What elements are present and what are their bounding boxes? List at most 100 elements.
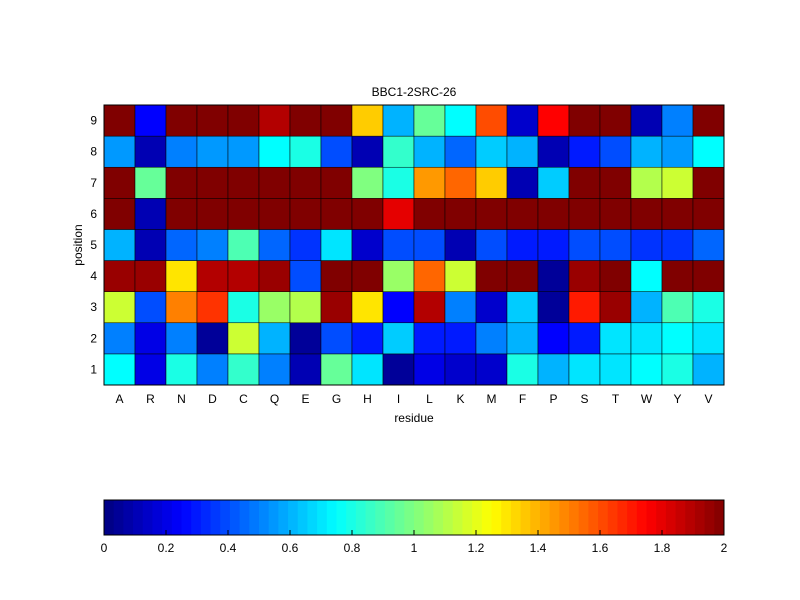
heatmap-cell-M-6 <box>475 198 508 230</box>
x-tick-label: E <box>301 392 309 406</box>
colorbar-swatch <box>113 500 124 535</box>
colorbar-swatch <box>249 500 260 535</box>
heatmap-cell-K-2 <box>444 322 477 355</box>
heatmap-cell-C-4 <box>227 260 260 292</box>
heatmap-cell-L-4 <box>413 260 446 292</box>
heatmap-cell-F-3 <box>506 291 539 324</box>
heatmap-cell-C-6 <box>227 198 260 230</box>
colorbar-swatch <box>268 500 279 535</box>
heatmap-cell-M-5 <box>475 229 508 261</box>
heatmap-cell-T-7 <box>599 166 632 199</box>
colorbar-tick-label: 0.4 <box>220 541 237 555</box>
y-axis-label: position <box>71 224 85 265</box>
heatmap-cell-T-2 <box>599 322 632 355</box>
heatmap-cell-E-3 <box>289 291 322 324</box>
heatmap-cell-H-3 <box>351 291 384 324</box>
heatmap-cell-G-3 <box>320 291 353 324</box>
heatmap-cell-S-3 <box>568 291 601 324</box>
heatmap-cell-L-5 <box>413 229 446 261</box>
colorbar-swatch <box>133 500 144 535</box>
heatmap-cell-S-4 <box>568 260 601 292</box>
heatmap-cell-D-1 <box>196 353 229 386</box>
heatmap-cell-P-6 <box>537 198 570 230</box>
heatmap-cell-D-8 <box>196 135 229 168</box>
heatmap-cell-Y-7 <box>661 166 694 199</box>
x-tick-label: A <box>115 392 123 406</box>
heatmap-cell-I-4 <box>382 260 415 292</box>
heatmap-cell-V-2 <box>692 322 725 355</box>
heatmap-cell-M-3 <box>475 291 508 324</box>
colorbar-swatch <box>259 500 270 535</box>
heatmap-cell-H-9 <box>351 104 384 137</box>
heatmap-cell-R-1 <box>134 353 167 386</box>
colorbar-swatch <box>181 500 192 535</box>
heatmap-cell-R-6 <box>134 198 167 230</box>
heatmap-cell-Y-8 <box>661 135 694 168</box>
heatmap-cell-N-3 <box>165 291 198 324</box>
heatmap-cell-A-3 <box>103 291 136 324</box>
colorbar-swatch <box>404 500 415 535</box>
heatmap-cell-S-1 <box>568 353 601 386</box>
heatmap-cell-H-2 <box>351 322 384 355</box>
heatmap-cell-L-1 <box>413 353 446 386</box>
heatmap-cell-M-4 <box>475 260 508 292</box>
heatmap-cell-F-5 <box>506 229 539 261</box>
heatmap-cell-A-5 <box>103 229 136 261</box>
heatmap-cell-A-2 <box>103 322 136 355</box>
colorbar-swatch <box>239 500 250 535</box>
colorbar-swatch <box>462 500 473 535</box>
colorbar-tick-label: 2 <box>721 541 728 555</box>
colorbar-swatch <box>423 500 434 535</box>
heatmap-cell-R-8 <box>134 135 167 168</box>
heatmap-cell-D-5 <box>196 229 229 261</box>
colorbar-swatch <box>142 500 153 535</box>
heatmap-cell-K-7 <box>444 166 477 199</box>
heatmap-cell-K-1 <box>444 353 477 386</box>
heatmap-cell-N-1 <box>165 353 198 386</box>
heatmap-cell-P-4 <box>537 260 570 292</box>
x-tick-label: Q <box>270 392 279 406</box>
heatmap-cell-C-8 <box>227 135 260 168</box>
heatmap-cell-Y-6 <box>661 198 694 230</box>
x-tick-label: F <box>519 392 526 406</box>
heatmap-cell-E-6 <box>289 198 322 230</box>
heatmap-cell-Q-1 <box>258 353 291 386</box>
heatmap-cell-A-7 <box>103 166 136 199</box>
colorbar-swatch <box>627 500 638 535</box>
colorbar-swatch <box>665 500 677 535</box>
colorbar-swatch <box>656 500 667 535</box>
colorbar-swatch <box>675 500 686 535</box>
x-tick-label: G <box>332 392 341 406</box>
x-tick-label: Y <box>673 392 681 406</box>
y-tick-labels: 1 2 3 4 5 6 7 8 9 <box>90 114 97 377</box>
colorbar-tick-label: 1 <box>411 541 418 555</box>
colorbar-swatch <box>152 500 163 535</box>
heatmap-cell-Q-3 <box>258 291 291 324</box>
x-tick-label: D <box>208 392 217 406</box>
x-tick-label: C <box>239 392 248 406</box>
heatmap-cell-E-9 <box>289 104 322 137</box>
heatmap-cell-V-5 <box>692 229 725 261</box>
colorbar-swatch <box>491 500 502 535</box>
colorbar-swatch <box>375 500 386 535</box>
heatmap-cell-N-4 <box>165 260 198 292</box>
colorbar-swatch <box>549 500 560 535</box>
heatmap-cell-N-8 <box>165 135 198 168</box>
y-tick-label: 7 <box>90 176 97 190</box>
heatmap-cell-Q-8 <box>258 135 291 168</box>
heatmap-cell-K-6 <box>444 198 477 230</box>
x-tick-label: V <box>704 392 712 406</box>
colorbar-swatch <box>472 500 483 535</box>
colorbar-swatch <box>578 500 589 535</box>
heatmap-cell-F-7 <box>506 166 539 199</box>
colorbar-tick-label: 0 <box>101 541 108 555</box>
heatmap-cell-V-6 <box>692 198 725 230</box>
heatmap-cells <box>103 104 725 386</box>
heatmap-cell-A-4 <box>103 260 136 292</box>
colorbar-swatch <box>598 500 609 535</box>
heatmap-cell-L-7 <box>413 166 446 199</box>
heatmap-cell-L-3 <box>413 291 446 324</box>
heatmap-cell-F-6 <box>506 198 539 230</box>
colorbar-swatch <box>510 500 522 535</box>
heatmap-cell-L-9 <box>413 104 446 137</box>
